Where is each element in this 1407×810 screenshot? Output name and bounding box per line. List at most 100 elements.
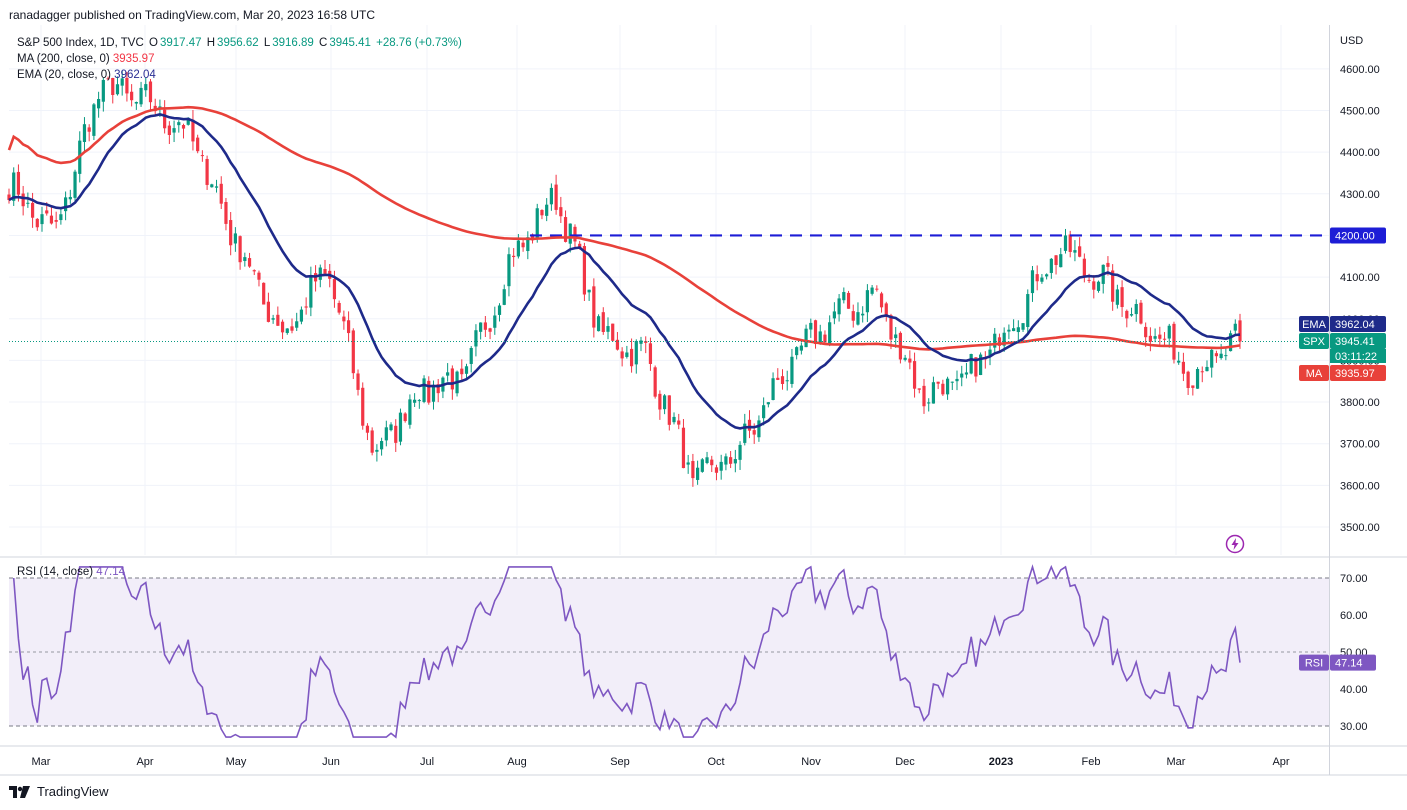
candle-body [1148, 335, 1152, 342]
candle-body [969, 354, 973, 374]
lightning-icon[interactable] [1225, 534, 1245, 554]
x-tick-label: Mar [1167, 756, 1186, 768]
candle-body [837, 298, 841, 315]
candle-body [1181, 361, 1186, 374]
candle-body [479, 322, 483, 332]
candle-body [1049, 258, 1053, 273]
ma-legend-row[interactable]: MA (200, close, 0) 3935.97 [17, 51, 464, 67]
close-value: 3945.41 [329, 37, 371, 49]
candle-body [125, 77, 129, 94]
candle-body [879, 293, 884, 308]
candle-body [130, 91, 134, 101]
candle-body [828, 322, 832, 345]
candle-body [559, 207, 563, 217]
candle-body [785, 380, 789, 382]
candle-body [304, 306, 308, 308]
candle-body [762, 405, 766, 419]
candle-body [738, 444, 742, 460]
candle-body [1007, 329, 1011, 332]
candle-body [1139, 302, 1143, 324]
svg-text:RSI: RSI [1305, 658, 1323, 670]
candle-body [163, 109, 167, 129]
candle-body [1092, 281, 1096, 290]
candle-body [408, 399, 412, 425]
ema-legend-row[interactable]: EMA (20, close, 0) 3962.04 [17, 67, 464, 83]
x-tick-label: Dec [895, 756, 915, 768]
footer-brand[interactable]: TradingView [9, 784, 109, 799]
candle-body [936, 381, 940, 384]
candle-body [743, 423, 747, 443]
change-value: +28.76 (+0.73%) [376, 37, 462, 49]
candle-body [1063, 235, 1068, 251]
candle-body [243, 257, 247, 261]
resistance-price-badge: 4200.00 [1330, 227, 1386, 244]
candle-body [290, 326, 294, 331]
candle-body [285, 328, 289, 333]
candle-body [1035, 274, 1039, 282]
candle-body [318, 267, 322, 280]
candle-body [1144, 326, 1148, 338]
candle-body [606, 326, 610, 332]
y-tick-label: 4100.00 [1340, 272, 1380, 284]
candle-body [257, 272, 261, 280]
candle-body [733, 459, 737, 464]
candle-body [842, 292, 846, 301]
price-legend: S&P 500 Index, 1D, TVC O 3917.47 H 3956.62… [17, 35, 464, 83]
currency-label: USD [1340, 35, 1363, 47]
candle-body [648, 343, 653, 364]
close-label: C [319, 37, 328, 49]
candle-body [662, 395, 667, 410]
candle-body [54, 220, 58, 222]
candle-body [1045, 274, 1049, 277]
candle-body [16, 171, 21, 195]
candle-body [573, 226, 577, 242]
candle-body [587, 289, 591, 293]
candle-body [696, 467, 700, 480]
candle-body [1087, 279, 1091, 281]
candle-body [413, 399, 417, 403]
svg-text:3935.97: 3935.97 [1335, 368, 1375, 380]
candle-body [964, 372, 969, 375]
candle-body [889, 315, 893, 340]
svg-text:EMA: EMA [1302, 319, 1327, 331]
candle-body [955, 378, 959, 382]
candle-body [332, 279, 337, 300]
candle-body [139, 87, 143, 105]
candle-body [629, 348, 634, 367]
candle-body [856, 312, 860, 325]
candle-body [1224, 355, 1228, 357]
candle-body [380, 441, 384, 450]
candle-body [658, 393, 662, 410]
publish-header: ranadagger published on TradingView.com,… [9, 8, 376, 22]
candle-body [200, 155, 204, 157]
candle-body [40, 214, 44, 225]
candle-body [993, 333, 997, 348]
tradingview-logo-icon [9, 785, 30, 798]
candle-body [351, 330, 355, 374]
candle-body [1158, 334, 1162, 339]
candle-body [1167, 325, 1171, 339]
candle-body [582, 246, 587, 295]
x-tick-label: Nov [801, 756, 821, 768]
symbol-label[interactable]: S&P 500 Index, 1D, TVC [17, 37, 144, 49]
candle-body [927, 402, 931, 404]
rsi-legend[interactable]: RSI (14, close) 47.14 [17, 566, 125, 578]
candle-body [747, 419, 752, 431]
candle-body [568, 223, 572, 244]
y-tick-label: 4400.00 [1340, 147, 1380, 159]
candle-body [262, 282, 266, 305]
candle-body [903, 357, 907, 360]
candle-body [101, 79, 105, 102]
candle-body [92, 104, 96, 136]
rsi-tick-label: 30.00 [1340, 721, 1368, 733]
candle-body [512, 255, 516, 258]
candle-body [370, 430, 374, 453]
candle-body [705, 457, 709, 463]
candle-body [365, 425, 370, 433]
candle-body [483, 322, 487, 330]
candle-body [884, 303, 888, 317]
y-tick-label: 3600.00 [1340, 480, 1380, 492]
ma-price-badge: MA 3935.97 [1299, 365, 1386, 381]
candle-body [818, 331, 822, 344]
candle-body [111, 77, 115, 96]
